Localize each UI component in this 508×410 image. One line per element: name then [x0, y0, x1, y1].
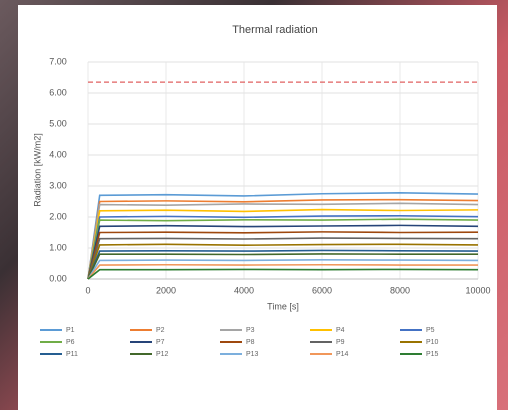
chart-panel	[18, 5, 497, 410]
x-tick-label: 10000	[465, 285, 490, 295]
series-line	[87, 192, 479, 280]
legend-label: P12	[156, 351, 169, 358]
x-tick-label: 6000	[312, 285, 332, 295]
legend-label: P11	[66, 351, 78, 358]
legend-label: P9	[336, 339, 345, 346]
series-line	[87, 237, 479, 280]
series-line	[87, 208, 479, 280]
y-tick-label: 4.00	[49, 149, 67, 159]
legend-label: P2	[156, 327, 165, 334]
series-line	[87, 214, 479, 280]
y-tick-label: 5.00	[49, 118, 67, 128]
y-tick-label: 2.00	[49, 211, 67, 221]
x-axis-title: Time [s]	[267, 301, 299, 311]
legend-label: P15	[426, 351, 439, 358]
legend-label: P3	[246, 327, 255, 334]
legend-label: P13	[246, 351, 259, 358]
x-tick-label: 4000	[234, 285, 254, 295]
legend-label: P5	[426, 327, 435, 334]
series-line	[87, 224, 479, 280]
y-tick-label: 6.00	[49, 87, 67, 97]
legend-label: P6	[66, 339, 75, 346]
y-tick-label: 0.00	[49, 273, 67, 283]
series-line	[87, 268, 479, 280]
legend-label: P14	[336, 351, 349, 358]
legend-label: P1	[66, 327, 75, 334]
series-line	[87, 249, 479, 280]
x-tick-label: 8000	[390, 285, 410, 295]
legend-label: P4	[336, 327, 345, 334]
series-line	[87, 218, 479, 280]
x-tick-label: 0	[85, 285, 90, 295]
y-tick-label: 7.00	[49, 56, 67, 66]
y-tick-label: 3.00	[49, 180, 67, 190]
series-line	[87, 198, 479, 280]
x-tick-label: 2000	[156, 285, 176, 295]
legend-label: P10	[426, 339, 439, 346]
series-line	[87, 253, 478, 280]
series-line	[87, 202, 479, 280]
series-line	[87, 243, 479, 280]
y-tick-label: 1.00	[49, 242, 67, 252]
legend-label: P7	[156, 339, 165, 346]
y-axis-title: Radiation [kW/m2]	[32, 133, 42, 207]
chart-title: Thermal radiation	[232, 24, 318, 36]
legend-label: P8	[246, 339, 255, 346]
series-line	[87, 263, 478, 280]
series-line	[87, 231, 479, 280]
series-line	[87, 258, 479, 280]
